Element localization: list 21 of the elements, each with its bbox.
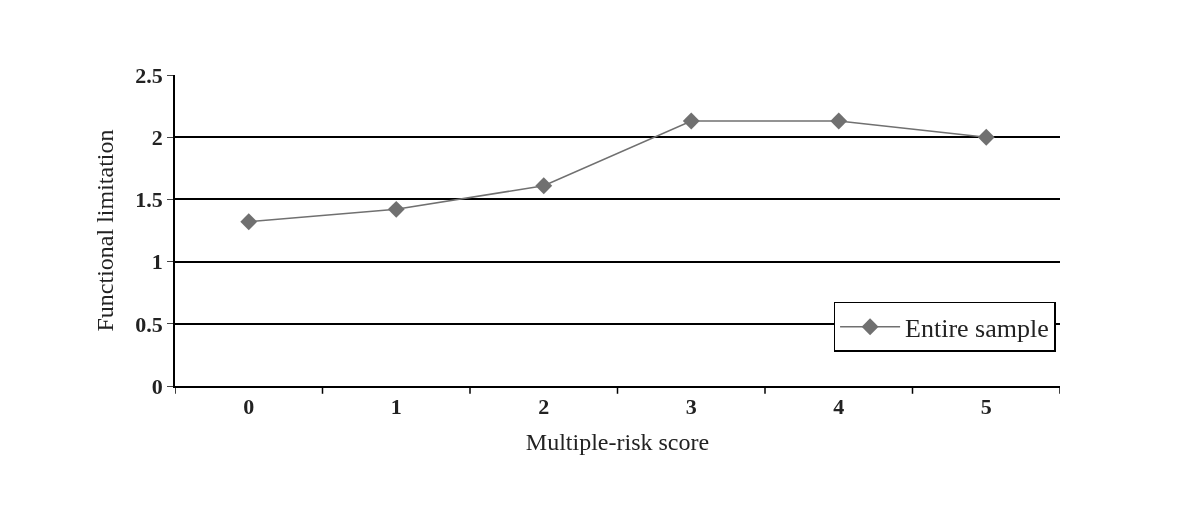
y-tick-label: 2 <box>151 124 163 150</box>
x-tick-label: 4 <box>833 394 845 420</box>
x-tick-label: 3 <box>685 394 697 420</box>
y-tick-label: 1.5 <box>135 187 163 213</box>
y-tick-label: 0.5 <box>135 311 163 337</box>
y-tick-label: 0 <box>151 373 163 399</box>
x-tick-label: 5 <box>980 394 992 420</box>
x-tick-label: 0 <box>243 394 255 420</box>
point <box>977 128 995 146</box>
point <box>830 112 848 130</box>
point <box>240 213 258 231</box>
y-axis-title: Functional limitation <box>91 129 118 332</box>
x-tick-label: 2 <box>538 394 550 420</box>
y-tick-label: 1 <box>151 249 163 275</box>
x-tick-label: 1 <box>390 394 402 420</box>
point <box>682 112 700 130</box>
x-axis-title: Multiple-risk score <box>525 428 710 455</box>
y-tick-label: 2.5 <box>135 62 163 88</box>
legend-label: Entire sample <box>905 313 1049 343</box>
point <box>535 177 553 195</box>
point <box>387 200 405 218</box>
